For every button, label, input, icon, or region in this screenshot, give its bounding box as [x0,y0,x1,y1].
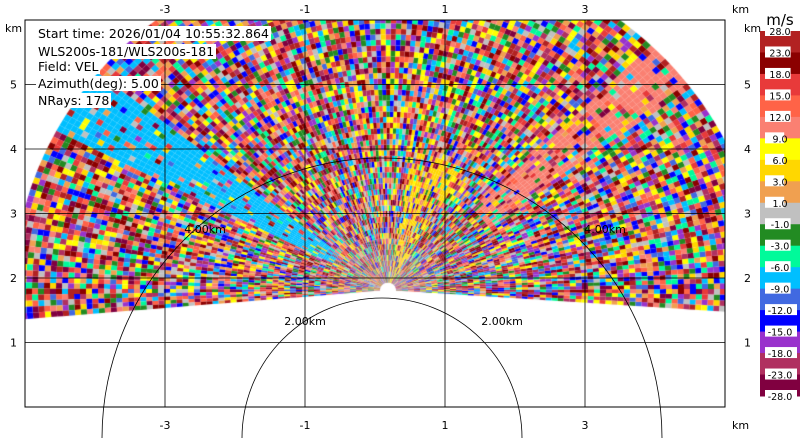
azimuth-label: Azimuth(deg): 5.00 [36,76,161,91]
colorbar-tick-bg [765,153,785,165]
range-ring-label: 4.00km [184,223,226,236]
range-ring-label: 2.00km [481,315,523,328]
colorbar-tick-bg [765,67,791,79]
colorbar-tick-bg [765,325,797,337]
x-tick-label-top: -3 [160,3,171,16]
x-tick-label-top: 1 [442,3,449,16]
start-time-label: Start time: 2026/01/04 10:55:32.864 [36,26,271,41]
x-tick-label-bottom: -3 [160,419,171,432]
x-tick-label-top: 3 [582,3,589,16]
station-label: WLS200s-181/WLS200s-181 [36,44,217,59]
colorbar-tick-label: 28.0 [769,27,790,38]
colorbar-tick-bg [765,239,791,251]
colorbar-tick-label: 9.0 [772,134,787,145]
colorbar-tick-label: -3.0 [771,242,790,253]
y-tick-label-left: 2 [10,272,17,285]
colorbar-tick-label: 23.0 [769,48,790,59]
colorbar-tick-bg [765,196,785,208]
colorbar-tick-bg [765,282,791,294]
range-ring [101,157,663,438]
colorbar-tick-label: 6.0 [772,156,787,167]
y-tick-label-left: 1 [10,337,17,350]
field-label: Field: VEL [36,59,101,74]
km-unit-label: km [732,419,749,432]
colorbar-tick-bg [765,218,791,230]
colorbar-tick-label: -1.0 [771,220,790,231]
range-ring-label: 2.00km [284,315,326,328]
y-tick-label-right: 1 [744,337,751,350]
colorbar-tick-bg [765,46,791,58]
nrays-label: NRays: 178 [36,93,112,108]
range-ring-label: 4.00km [584,223,626,236]
colorbar-tick-label: -6.0 [771,263,790,274]
colorbar-tick-bg [765,390,797,401]
colorbar-tick-label: -28.0 [768,392,793,403]
y-tick-label-left: 5 [10,79,17,92]
km-unit-label: km [732,3,749,16]
colorbar-tick-bg [765,368,797,380]
x-tick-label-bottom: -1 [300,419,311,432]
y-tick-label-right: 2 [744,272,751,285]
x-tick-label-bottom: 1 [442,419,449,432]
y-tick-label-left: 4 [10,143,17,156]
colorbar-tick-label: 12.0 [769,113,790,124]
colorbar-tick-bg [765,110,791,122]
km-unit-label: km [744,22,761,35]
colorbar-tick-label: -23.0 [768,371,793,382]
colorbar-tick-label: 15.0 [769,91,790,102]
y-tick-label-left: 3 [10,208,17,221]
colorbar-tick-bg [765,89,791,101]
colorbar-tick-bg [765,304,797,316]
y-tick-label-right: 4 [744,143,751,156]
colorbar-tick-bg [765,347,797,359]
colorbar-tick-label: 3.0 [772,177,787,188]
colorbar-tick-bg [765,175,785,187]
colorbar-tick-label: -12.0 [768,306,793,317]
colorbar-tick-bg [765,132,785,144]
colorbar-tick-label: -18.0 [768,349,793,360]
x-tick-label-bottom: 3 [582,419,589,432]
colorbar-tick-label: 1.0 [772,199,787,210]
range-ring [241,297,523,438]
y-tick-label-right: 3 [744,208,751,221]
colorbar-tick-bg [765,261,791,273]
y-tick-label-right: 5 [744,79,751,92]
colorbar-unit-label: m/s [766,11,794,29]
colorbar-tick-bg [765,25,791,36]
x-tick-label-top: -1 [300,3,311,16]
colorbar-tick-label: 18.0 [769,70,790,81]
colorbar-tick-label: -15.0 [768,328,793,339]
km-unit-label: km [5,22,22,35]
colorbar-tick-label: -9.0 [771,285,790,296]
